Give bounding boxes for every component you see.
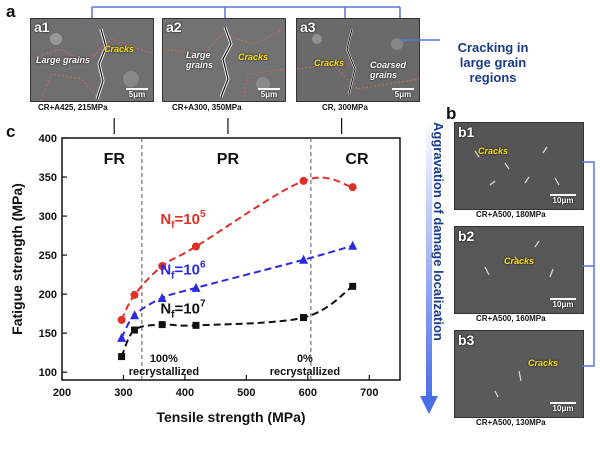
data-point (192, 321, 200, 329)
y-tick-label: 100 (39, 367, 57, 379)
y-tick-label: 250 (39, 250, 57, 262)
x-axis-label: Tensile strength (MPa) (156, 409, 305, 425)
divider-label: 0% recrystallized (270, 353, 340, 378)
micrograph-a2-cracks-label: Cracks (238, 52, 269, 62)
y-tick-label: 150 (39, 328, 57, 340)
data-point (299, 176, 308, 185)
micrograph-a1-caption: CR+A425, 215MPa (38, 103, 108, 112)
panel-c-letter: c (6, 122, 16, 141)
panel-b-bracket (582, 161, 595, 367)
y-axis-label: Fatigue strength (MPa) (9, 183, 25, 335)
callout-connector (400, 39, 440, 41)
micrograph-b2-cracks-label: Cracks (504, 256, 535, 266)
region-label: CR (345, 151, 369, 168)
data-point (158, 321, 166, 329)
data-point (348, 240, 358, 250)
micrograph-a2-label: a2 (166, 19, 182, 35)
cracking-callout: Cracking in large grain regions (457, 40, 529, 85)
micrograph-b1-label: b1 (458, 124, 475, 140)
y-tick-label: 400 (39, 133, 57, 145)
data-point (299, 254, 309, 264)
data-point (191, 282, 201, 292)
y-tick-label: 200 (39, 289, 57, 301)
plot-frame (61, 137, 401, 381)
data-point (130, 310, 140, 320)
micrograph-a2-scalebar: 5μm (258, 88, 280, 99)
data-point (131, 326, 139, 334)
y-tick-label: 300 (39, 211, 57, 223)
data-point (158, 262, 167, 271)
data-point (117, 332, 127, 342)
micrograph-a1-cracks-label: Cracks (104, 44, 135, 54)
x-tick-label: 400 (176, 387, 194, 399)
micrograph-b1-scalebar: 10μm (550, 194, 576, 205)
micrograph-a2-caption: CR+A300, 350MPa (172, 103, 242, 112)
micrograph-b3-cracks-label: Cracks (528, 358, 559, 368)
x-tick-label: 700 (360, 387, 378, 399)
micrograph-b1-cracks-label: Cracks (478, 146, 509, 156)
data-point (348, 183, 357, 192)
divider-label: 100% recrystallized (129, 353, 199, 378)
panel-b-letter: b (446, 104, 457, 123)
x-tick-label: 300 (114, 387, 132, 399)
micrograph-a3-cracks-label: Cracks (314, 58, 345, 68)
micrograph-b2-scalebar: 10μm (550, 298, 576, 309)
x-tick-label: 500 (237, 387, 255, 399)
micrograph-a1-scalebar: 5μm (126, 88, 148, 99)
micrograph-a2-grains-label: Large grains (186, 50, 214, 70)
data-point (117, 315, 126, 324)
micrograph-a3-grains-label: Coarsed grains (370, 60, 407, 80)
micrograph-b2-caption: CR+A500, 160MPa (476, 314, 546, 323)
data-point (349, 282, 357, 290)
micrograph-a1-grains-label: Large grains (36, 55, 91, 65)
series-fit-line (120, 285, 354, 358)
micrograph-a3-caption: CR, 300MPa (322, 103, 368, 112)
fatigue-chart: 200 300 400 500 600 700 100 150 200 250 300 350 400 T… (9, 118, 401, 425)
micrograph-b3-scalebar: 10μm (550, 402, 576, 413)
x-tick-label: 600 (299, 387, 317, 399)
panel-a-letter: a (6, 2, 16, 21)
micrograph-a1 (30, 18, 154, 102)
micrograph-b3-label: b3 (458, 332, 475, 348)
x-tick-label: 200 (53, 387, 71, 399)
micrograph-a3-label: a3 (300, 19, 316, 35)
aggravation-arrow (420, 118, 438, 414)
series-fit-line (120, 176, 353, 321)
data-point (300, 314, 308, 322)
micrograph-b3-caption: CR+A500, 130MPa (476, 418, 546, 427)
region-label: PR (217, 151, 240, 168)
data-point (118, 353, 126, 361)
micrograph-b1-caption: CR+A500, 180MPa (476, 210, 546, 219)
y-tick-label: 350 (39, 172, 57, 184)
data-point (130, 290, 139, 299)
series-label: Nf=105 (160, 209, 206, 231)
region-label: FR (104, 151, 126, 168)
micrograph-a3-scalebar: 5μm (392, 88, 414, 99)
micrograph-a1-label: a1 (34, 19, 50, 35)
data-point (191, 242, 200, 251)
micrograph-b2-label: b2 (458, 228, 475, 244)
series-label: Nf=106 (160, 260, 206, 282)
series-label: Nf=107 (160, 299, 206, 321)
data-point (157, 293, 167, 303)
